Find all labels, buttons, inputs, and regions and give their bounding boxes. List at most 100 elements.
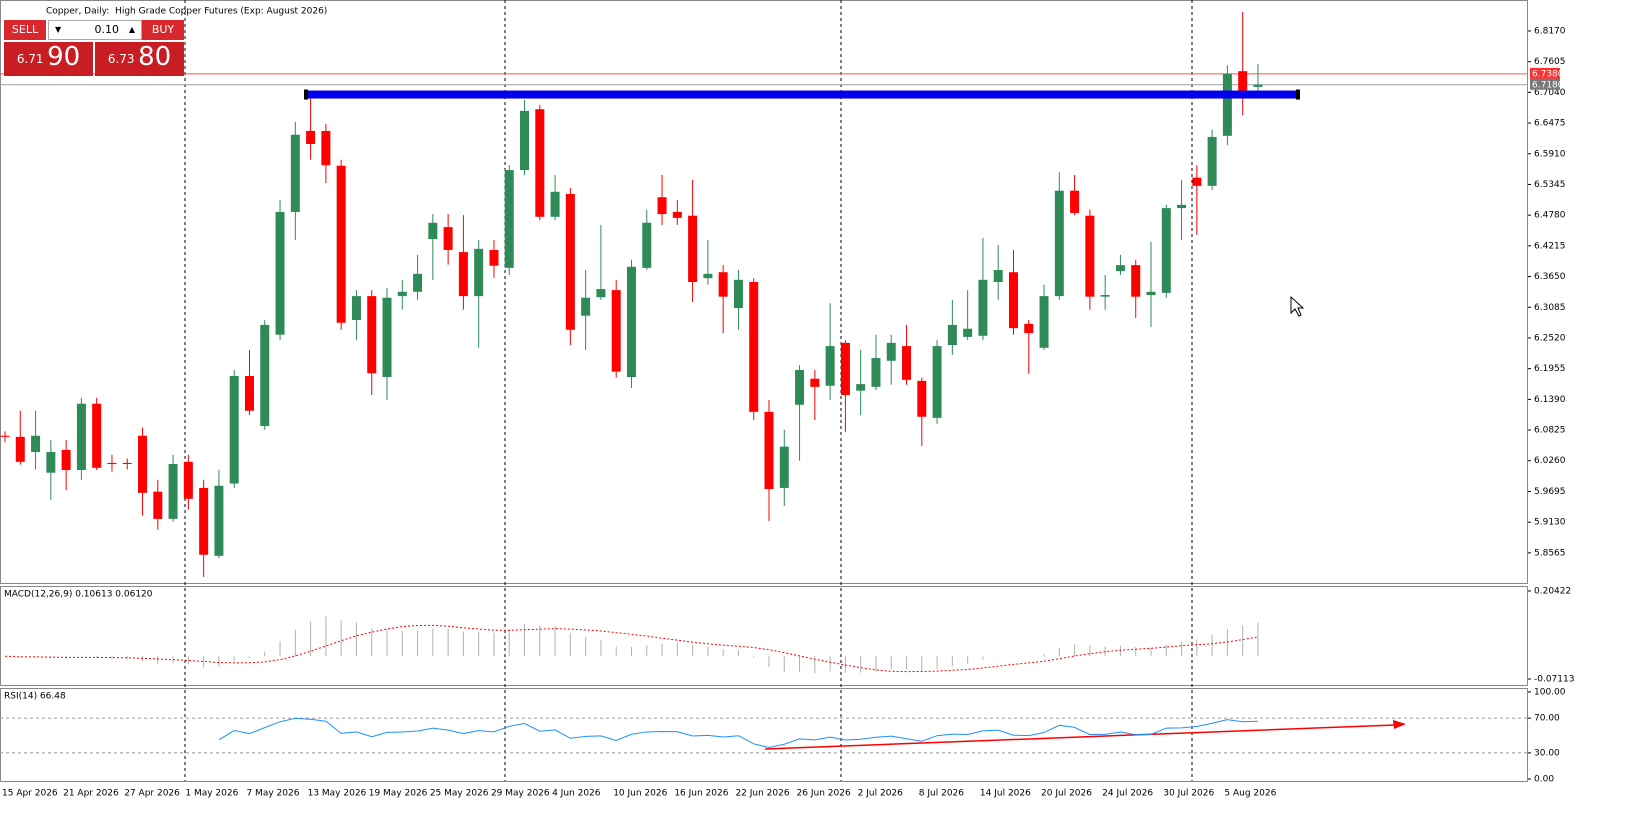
y-tick-label: 70.00 <box>1534 714 1560 724</box>
candle-body <box>535 109 545 217</box>
x-tick-label: 15 Apr 2026 <box>2 789 58 799</box>
buy-price[interactable]: 6.73 80 <box>95 42 184 76</box>
y-tick-label: -0.07113 <box>1534 674 1574 684</box>
lot-input[interactable]: ▼ 0.10 ▲ <box>48 20 142 40</box>
candle-body <box>672 211 682 218</box>
candle-body <box>596 289 606 298</box>
candle-body <box>351 296 361 321</box>
candle-body <box>428 222 438 240</box>
candle-body <box>336 165 346 323</box>
main-panel <box>0 0 1528 584</box>
lot-value: 0.10 <box>94 23 120 36</box>
candle-body <box>1024 323 1034 334</box>
lot-down[interactable]: ▼ <box>55 25 62 34</box>
x-tick-label: 16 Jun 2026 <box>674 789 728 799</box>
candle-body <box>260 324 270 426</box>
y-tick-label: 6.2520 <box>1534 333 1566 343</box>
candle-body <box>474 248 484 297</box>
candle-body <box>1253 84 1263 87</box>
bid-tag <box>1530 78 1560 90</box>
candle-body <box>963 328 973 337</box>
y-tick-label: 0.20422 <box>1534 586 1571 596</box>
candle-body <box>856 384 866 391</box>
candle-body <box>168 464 178 519</box>
candle-body <box>1161 208 1171 293</box>
candle-body <box>1192 177 1202 186</box>
level-handle <box>304 89 308 100</box>
candle-body <box>458 252 468 297</box>
buy-button[interactable]: BUY <box>142 20 184 40</box>
macd-signal <box>4 624 1259 673</box>
x-tick-label: 8 Jul 2026 <box>919 789 964 799</box>
candle-body <box>489 249 499 266</box>
sell-price-small: 90 <box>47 42 81 72</box>
x-tick-label: 13 May 2026 <box>308 789 367 799</box>
candle-body <box>840 342 850 396</box>
candle-body <box>1070 190 1080 213</box>
y-tick-label: 6.6475 <box>1534 119 1566 129</box>
period-separators <box>184 0 1193 781</box>
candle-body <box>917 380 927 417</box>
candle-body <box>244 375 254 411</box>
lot-up[interactable]: ▲ <box>128 25 135 34</box>
candle-body <box>1177 204 1187 209</box>
candle-body <box>443 227 453 250</box>
candle-body <box>764 411 774 490</box>
buy-price-small: 80 <box>138 42 172 72</box>
buy-price-big: 6.73 <box>107 52 135 66</box>
candle-body <box>199 487 209 555</box>
candle-body <box>871 358 881 387</box>
candle-body <box>1238 71 1248 93</box>
x-tick-label: 22 Jun 2026 <box>735 789 789 799</box>
y-tick-label: 6.0825 <box>1534 426 1566 436</box>
y-tick-label: 6.7605 <box>1534 57 1566 67</box>
x-tick-label: 1 May 2026 <box>185 789 238 799</box>
candle-body <box>565 193 575 330</box>
y-tick-label: 6.7040 <box>1534 88 1566 98</box>
sell-button[interactable]: SELL <box>4 20 46 40</box>
macd-label: MACD(12,26,9) 0.10613 0.06120 <box>4 590 153 600</box>
candle-body <box>718 272 728 297</box>
candle-body <box>1131 265 1141 297</box>
candle-body <box>153 491 163 519</box>
candle-body <box>733 279 743 309</box>
candle-body <box>1100 295 1110 297</box>
y-tick-label: 0.00 <box>1534 774 1554 784</box>
x-tick-label: 19 May 2026 <box>369 789 428 799</box>
candle-body <box>0 435 10 437</box>
x-tick-label: 21 Apr 2026 <box>63 789 119 799</box>
candle-body <box>932 346 942 418</box>
bid-label: 6.7180 <box>1532 80 1564 90</box>
x-tick-label: 25 May 2026 <box>430 789 489 799</box>
candle-body <box>15 436 25 462</box>
candle-body <box>1207 136 1217 186</box>
trade-panel: SELL ▼ 0.10 ▲ BUY 6.71 90 6.73 80 <box>4 20 184 76</box>
candle-body <box>275 211 285 335</box>
y-tick-label: 5.8565 <box>1534 548 1566 558</box>
candle-body <box>229 375 239 484</box>
x-tick-label: 2 Jul 2026 <box>858 789 903 799</box>
candle-body <box>626 266 636 378</box>
candle-body <box>825 346 835 386</box>
sell-price-big: 6.71 <box>16 52 44 66</box>
candle-body <box>321 130 331 166</box>
candle-body <box>1222 73 1232 136</box>
x-tick-label: 29 May 2026 <box>491 789 550 799</box>
candle-body <box>1085 215 1095 297</box>
x-tick-label: 5 Aug 2026 <box>1224 789 1276 799</box>
candle-body <box>306 130 316 144</box>
y-tick-label: 6.4215 <box>1534 241 1566 251</box>
y-tick-label: 6.5345 <box>1534 180 1566 190</box>
ask-label: 6.7380 <box>1532 69 1564 79</box>
y-tick-label: 6.5910 <box>1534 149 1566 159</box>
candle-body <box>92 403 102 468</box>
x-tick-label: 27 Apr 2026 <box>124 789 180 799</box>
arrow-head <box>1393 720 1406 729</box>
rsi-line <box>218 717 1258 749</box>
y-tick-label: 6.8170 <box>1534 26 1566 36</box>
x-tick-label: 10 Jun 2026 <box>613 789 667 799</box>
y-tick-label: 100.00 <box>1534 688 1566 698</box>
candle-body <box>642 222 652 268</box>
sell-price[interactable]: 6.71 90 <box>4 42 93 76</box>
